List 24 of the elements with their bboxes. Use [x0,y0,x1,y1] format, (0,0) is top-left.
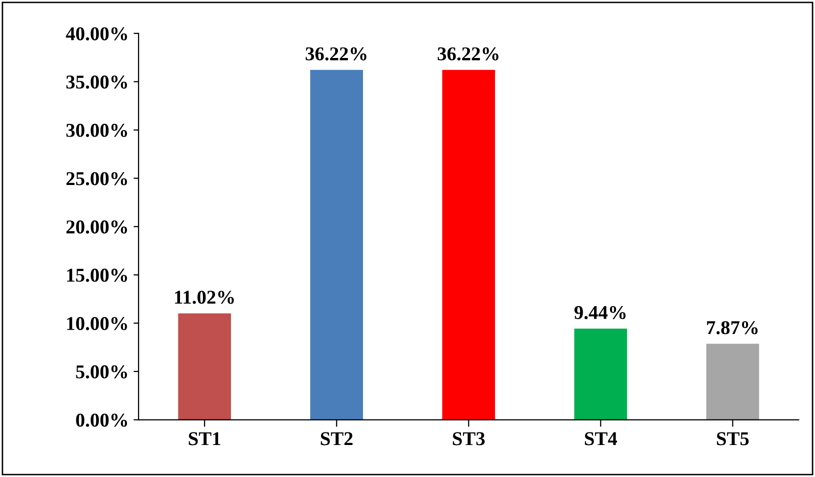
data-label: 36.22% [438,47,498,60]
y-tick-label: 10.00% [67,316,128,330]
data-label: 7.87% [707,321,758,334]
y-tick-label: 0.00% [76,414,128,427]
y-tick-label: 25.00% [66,172,128,186]
x-tick-label: ST5 [716,432,749,446]
x-tick-label: ST1 [188,432,220,446]
bar [178,313,231,420]
y-tick-label: 20.00% [66,220,128,234]
y-tick-label: 35.00% [66,76,128,89]
x-tick-label: ST3 [452,432,485,446]
y-tick-label: 15.00% [67,268,128,282]
bar [574,328,628,420]
x-tick-label: ST4 [584,432,618,446]
y-tick-label: 30.00% [66,124,128,138]
data-label: 9.44% [574,306,626,320]
data-label: 36.22% [306,47,366,60]
x-tick-label: ST2 [320,432,353,446]
data-label: 11.02% [175,290,234,304]
y-tick-label: 40.00% [66,27,128,40]
bar [310,70,363,420]
bar [706,344,760,420]
y-tick-label: 5.00% [76,365,128,378]
bar [442,70,496,420]
